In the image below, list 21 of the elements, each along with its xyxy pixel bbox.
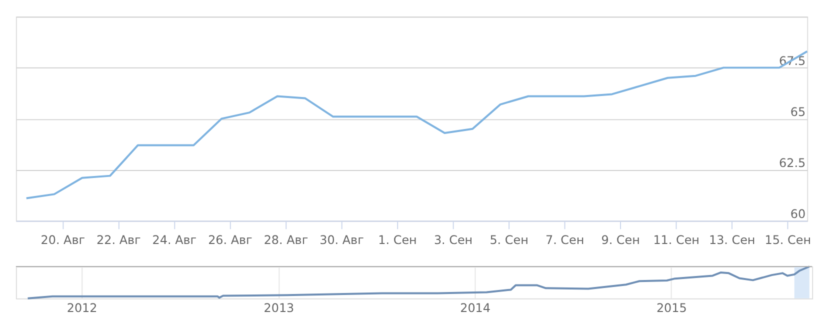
x-tick-label: 22. Авг [96, 233, 141, 248]
x-tick-label: 26. Авг [208, 233, 252, 248]
x-tick-label: 30. Авг [320, 233, 364, 248]
x-tick-label: 15. Сен [764, 233, 812, 248]
x-tick-label: 7. Сен [545, 233, 584, 248]
x-tick-label: 20. Авг [40, 233, 86, 248]
x-tick-label: 3. Сен [434, 233, 473, 248]
y-tick-label: 60 [790, 207, 806, 222]
x-tick-label: 13. Сен [708, 233, 756, 248]
x-tick-label: 24. Авг [152, 233, 197, 248]
x-tick-label: 2012 [66, 300, 98, 315]
x-tick-label: 2014 [460, 300, 490, 315]
x-tick-label: 5. Сен [490, 233, 528, 248]
x-tick-label: 28. Авг [264, 233, 308, 248]
x-tick-label: 2013 [264, 300, 294, 315]
y-tick-label: 65 [790, 105, 806, 120]
y-tick-label: 62.5 [779, 156, 806, 170]
x-tick-label: 11. Сен [653, 233, 700, 248]
x-tick-label: 9. Сен [601, 233, 640, 248]
x-tick-label: 2015 [656, 300, 687, 315]
x-tick-label: 1. Сен [378, 233, 417, 248]
